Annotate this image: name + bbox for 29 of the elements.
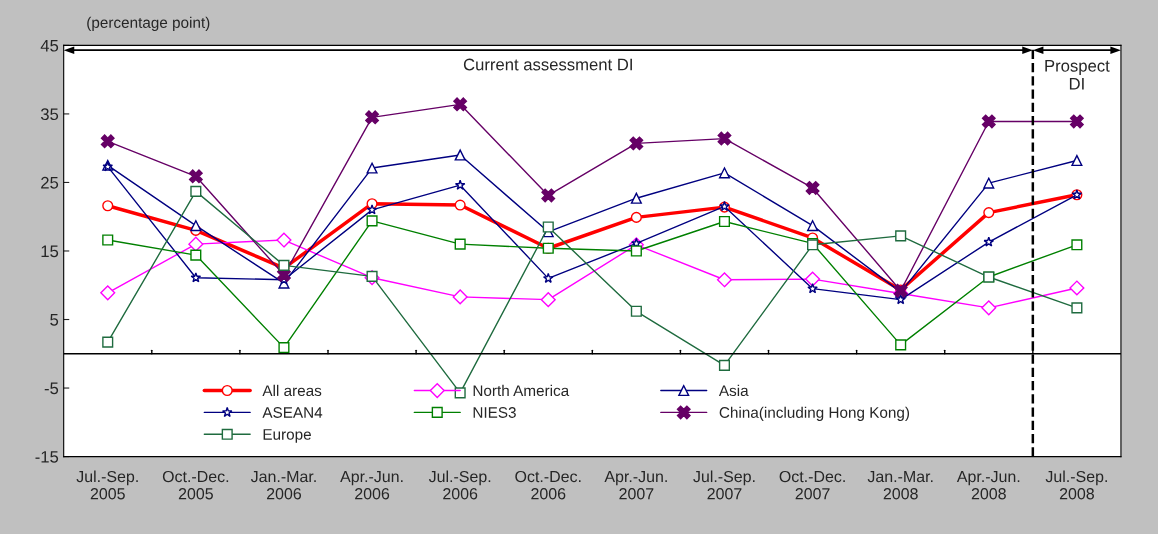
x-tick-label: Oct.-Dec. 2006 (515, 470, 581, 500)
x-tick-label: Apr.-Jun. 2007 (604, 471, 667, 500)
annotation: Prospect DI (1045, 60, 1110, 90)
x-tick-label: Jul.-Sep. 2005 (76, 470, 138, 500)
annotation: Current assessment DI (463, 58, 632, 71)
y-tick-label: 45 (40, 39, 59, 52)
x-tick-label: Apr.-Jun. 2006 (340, 471, 403, 500)
legend-label: All areas (262, 384, 322, 397)
legend-label: China(including Hong Kong) (719, 406, 910, 421)
x-tick-label: Oct.-Dec. 2007 (779, 470, 845, 500)
y-tick-label: -15 (35, 451, 59, 463)
x-tick-label: Apr.-Jun. 2008 (956, 471, 1020, 500)
x-tick-label: Jan.-Mar. 2008 (867, 471, 933, 500)
x-tick-label: Jul.-Sep. 2006 (428, 470, 491, 500)
legend-label: ASEAN4 (262, 407, 323, 418)
x-tick-label: Jul.-Sep. 2007 (693, 470, 755, 500)
y-tick-label: -5 (44, 382, 59, 395)
x-tick-label: Jul.-Sep. 2008 (1045, 470, 1107, 500)
legend-label: North America (473, 384, 570, 397)
x-tick-label: Oct.-Dec. 2005 (162, 470, 229, 500)
legend-label: Asia (718, 384, 749, 397)
y-tick-label: 25 (41, 176, 59, 189)
y-tick-label: 5 (50, 314, 59, 326)
y-tick-label: 15 (41, 245, 59, 258)
legend-label: NIES3 (473, 407, 516, 418)
y-tick-label: 35 (40, 108, 59, 121)
y-axis-title: (percentage point) (87, 16, 210, 31)
legend-label: Europe (263, 429, 311, 443)
x-tick-label: Jan.-Mar. 2006 (250, 471, 316, 500)
